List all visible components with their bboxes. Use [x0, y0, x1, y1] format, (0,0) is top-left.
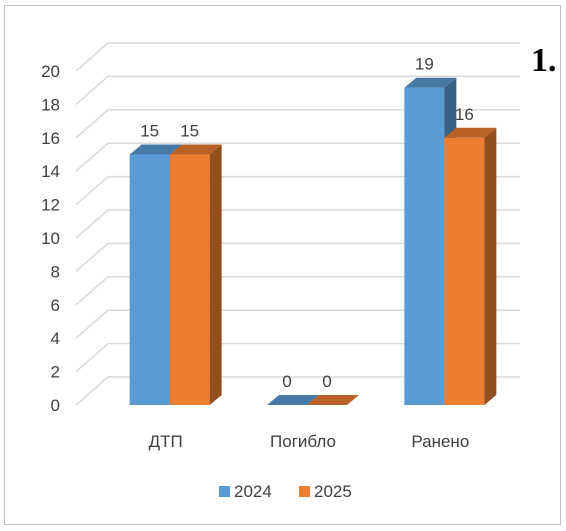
- bar-front: [444, 137, 485, 406]
- y-tick-label: 8: [51, 262, 60, 281]
- bar-front: [169, 154, 210, 405]
- gridline: [75, 276, 520, 306]
- data-label: 0: [322, 372, 331, 391]
- bar-top: [129, 144, 182, 155]
- y-tick-label: 12: [41, 196, 60, 215]
- gridline: [75, 175, 520, 206]
- gridline: [75, 342, 520, 373]
- y-tick-label: 14: [41, 162, 60, 181]
- bar-top: [404, 77, 457, 88]
- data-label: 0: [282, 372, 291, 391]
- gridline: [75, 309, 520, 339]
- data-label: 15: [140, 122, 159, 141]
- y-tick-label: 16: [41, 129, 60, 148]
- gridline: [75, 209, 520, 239]
- category-label: Ранено: [411, 432, 469, 451]
- legend-swatch: [219, 486, 230, 497]
- data-label: 16: [455, 105, 474, 124]
- y-tick-label: 18: [41, 95, 60, 114]
- category-label: Погибло: [270, 432, 336, 451]
- gridline: [75, 75, 520, 105]
- y-tick-label: 2: [51, 363, 60, 382]
- chart-frame: [4, 5, 561, 525]
- legend-swatch: [299, 486, 310, 497]
- bar-front: [404, 87, 445, 405]
- gridline: [75, 42, 520, 72]
- y-tick-label: 0: [51, 396, 60, 415]
- data-label: 19: [415, 55, 434, 74]
- y-tick-label: 10: [41, 229, 60, 248]
- y-tick-label: 6: [51, 296, 60, 315]
- gridline: [75, 242, 520, 272]
- bar-side: [209, 144, 222, 405]
- bar-top: [307, 395, 359, 405]
- bar-front: [129, 154, 170, 405]
- gridline: [75, 109, 520, 139]
- bar-side: [484, 127, 497, 406]
- corner-label: 1.: [531, 42, 557, 79]
- data-label: 15: [180, 122, 199, 141]
- y-tick-label: 4: [51, 329, 60, 348]
- gridline: [75, 142, 520, 172]
- legend-entry: 2025: [314, 482, 352, 501]
- bar-top: [444, 127, 497, 138]
- gridline: [75, 376, 520, 406]
- bar-top: [169, 144, 222, 155]
- category-label: ДТП: [149, 432, 183, 451]
- bar-top: [267, 395, 319, 405]
- y-tick-label: 20: [41, 62, 60, 81]
- legend-entry: 2024: [234, 482, 272, 501]
